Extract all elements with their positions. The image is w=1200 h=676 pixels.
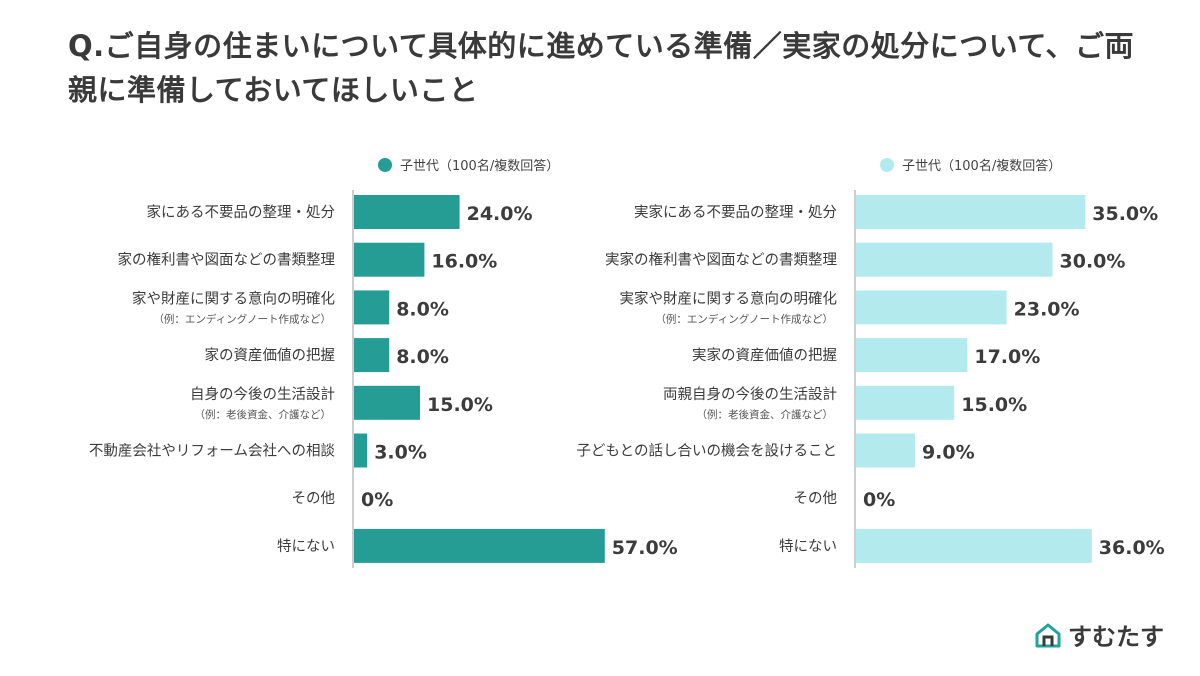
chart-0-category-sub-2: （例：エンディングノート作成など） <box>153 312 331 325</box>
chart-0-value-label-3: 8.0% <box>396 346 449 368</box>
house-logo-icon <box>1035 623 1061 647</box>
chart-1-category-label-1: 実家の権利書や図面などの書類整理 <box>605 252 837 269</box>
chart-1-category-label-6: その他 <box>794 490 838 507</box>
chart-1-value-label-2: 23.0% <box>1014 298 1080 320</box>
chart-1-value-label-1: 30.0% <box>1060 251 1126 273</box>
legend-left-label: 子世代（100名/複数回答） <box>400 159 560 174</box>
chart-1-value-label-5: 9.0% <box>922 442 975 464</box>
chart-1-category-sub-4: （例：老後資金、介護など） <box>697 408 834 421</box>
chart-1-value-label-0: 35.0% <box>1092 203 1158 225</box>
chart-0-bar-0 <box>354 195 460 229</box>
chart-0-value-label-6: 0% <box>361 489 393 511</box>
chart-1-value-label-3: 17.0% <box>974 346 1040 368</box>
brand: すむたす <box>1034 617 1164 652</box>
chart-1-bar-2 <box>856 290 1007 325</box>
chart-0-value-label-5: 3.0% <box>374 442 427 464</box>
chart-0-category-sub-4: （例：老後資金、介護など） <box>195 408 332 421</box>
chart-1-bar-1 <box>856 242 1053 277</box>
chart-1-bar-0 <box>856 195 1086 229</box>
legend-left-swatch <box>378 157 392 172</box>
chart-0-value-label-4: 15.0% <box>427 394 493 416</box>
chart-0-value-label-1: 16.0% <box>431 251 497 273</box>
chart-1-bar-3 <box>856 338 968 373</box>
chart-0-category-label-0: 家にある不要品の整理・処分 <box>147 204 336 221</box>
chart-1-bar-4 <box>856 385 955 420</box>
chart-0-bar-3 <box>354 338 390 373</box>
chart-0-category-label-4: 自身の今後の生活設計 <box>190 386 335 403</box>
chart-0-value-label-0: 24.0% <box>467 203 533 225</box>
chart-0-bar-4 <box>354 385 420 420</box>
page-title: Q.ご自身の住まいについて具体的に進めている準備／実家の処分について、ご両親に準… <box>68 29 1134 107</box>
chart-0-category-label-3: 家の資産価値の把握 <box>205 347 336 364</box>
chart-0-category-label-6: その他 <box>292 490 336 507</box>
brand-name: すむたす <box>1068 623 1164 651</box>
chart-1-category-label-0: 実家にある不要品の整理・処分 <box>634 204 837 221</box>
chart-1-category-label-4: 両親自身の今後の生活設計 <box>663 386 837 403</box>
chart-1-value-label-4: 15.0% <box>961 394 1027 416</box>
chart-1-category-label-5: 子どもとの話し合いの機会を設けること <box>576 443 837 460</box>
chart-0-bar-7 <box>354 528 605 563</box>
legend-right-label: 子世代（100名/複数回答） <box>902 159 1062 174</box>
chart-1-category-label-3: 実家の資産価値の把握 <box>692 347 837 364</box>
chart-1-category-label-7: 特にない <box>779 538 837 555</box>
chart-0-category-label-5: 不動産会社やリフォーム会社への相談 <box>89 443 336 460</box>
chart-1-bar-5 <box>856 433 915 468</box>
chart-0-category-label-2: 家や財産に関する意向の明確化 <box>132 289 335 307</box>
chart-0-category-label-7: 特にない <box>277 538 335 555</box>
chart-0-bar-5 <box>354 433 368 468</box>
chart-0-bar-2 <box>354 290 390 325</box>
chart-0-value-label-2: 8.0% <box>396 298 449 320</box>
legend-right-swatch <box>880 157 894 172</box>
legend-left: 子世代（100名/複数回答） <box>378 155 559 174</box>
chart-0-category-label-1: 家の権利書や図面などの書類整理 <box>118 252 336 269</box>
chart-0-value-label-7: 57.0% <box>612 537 678 559</box>
chart-1-category-label-2: 実家や財産に関する意向の明確化 <box>620 289 838 307</box>
chart-1-value-label-6: 0% <box>863 489 895 511</box>
chart-1-bar-7 <box>856 528 1092 563</box>
chart-1-category-sub-2: （例：エンディングノート作成など） <box>655 312 833 325</box>
chart-1-value-label-7: 36.0% <box>1099 537 1165 559</box>
legend-right: 子世代（100名/複数回答） <box>880 155 1061 174</box>
chart-0-bar-1 <box>354 242 425 277</box>
